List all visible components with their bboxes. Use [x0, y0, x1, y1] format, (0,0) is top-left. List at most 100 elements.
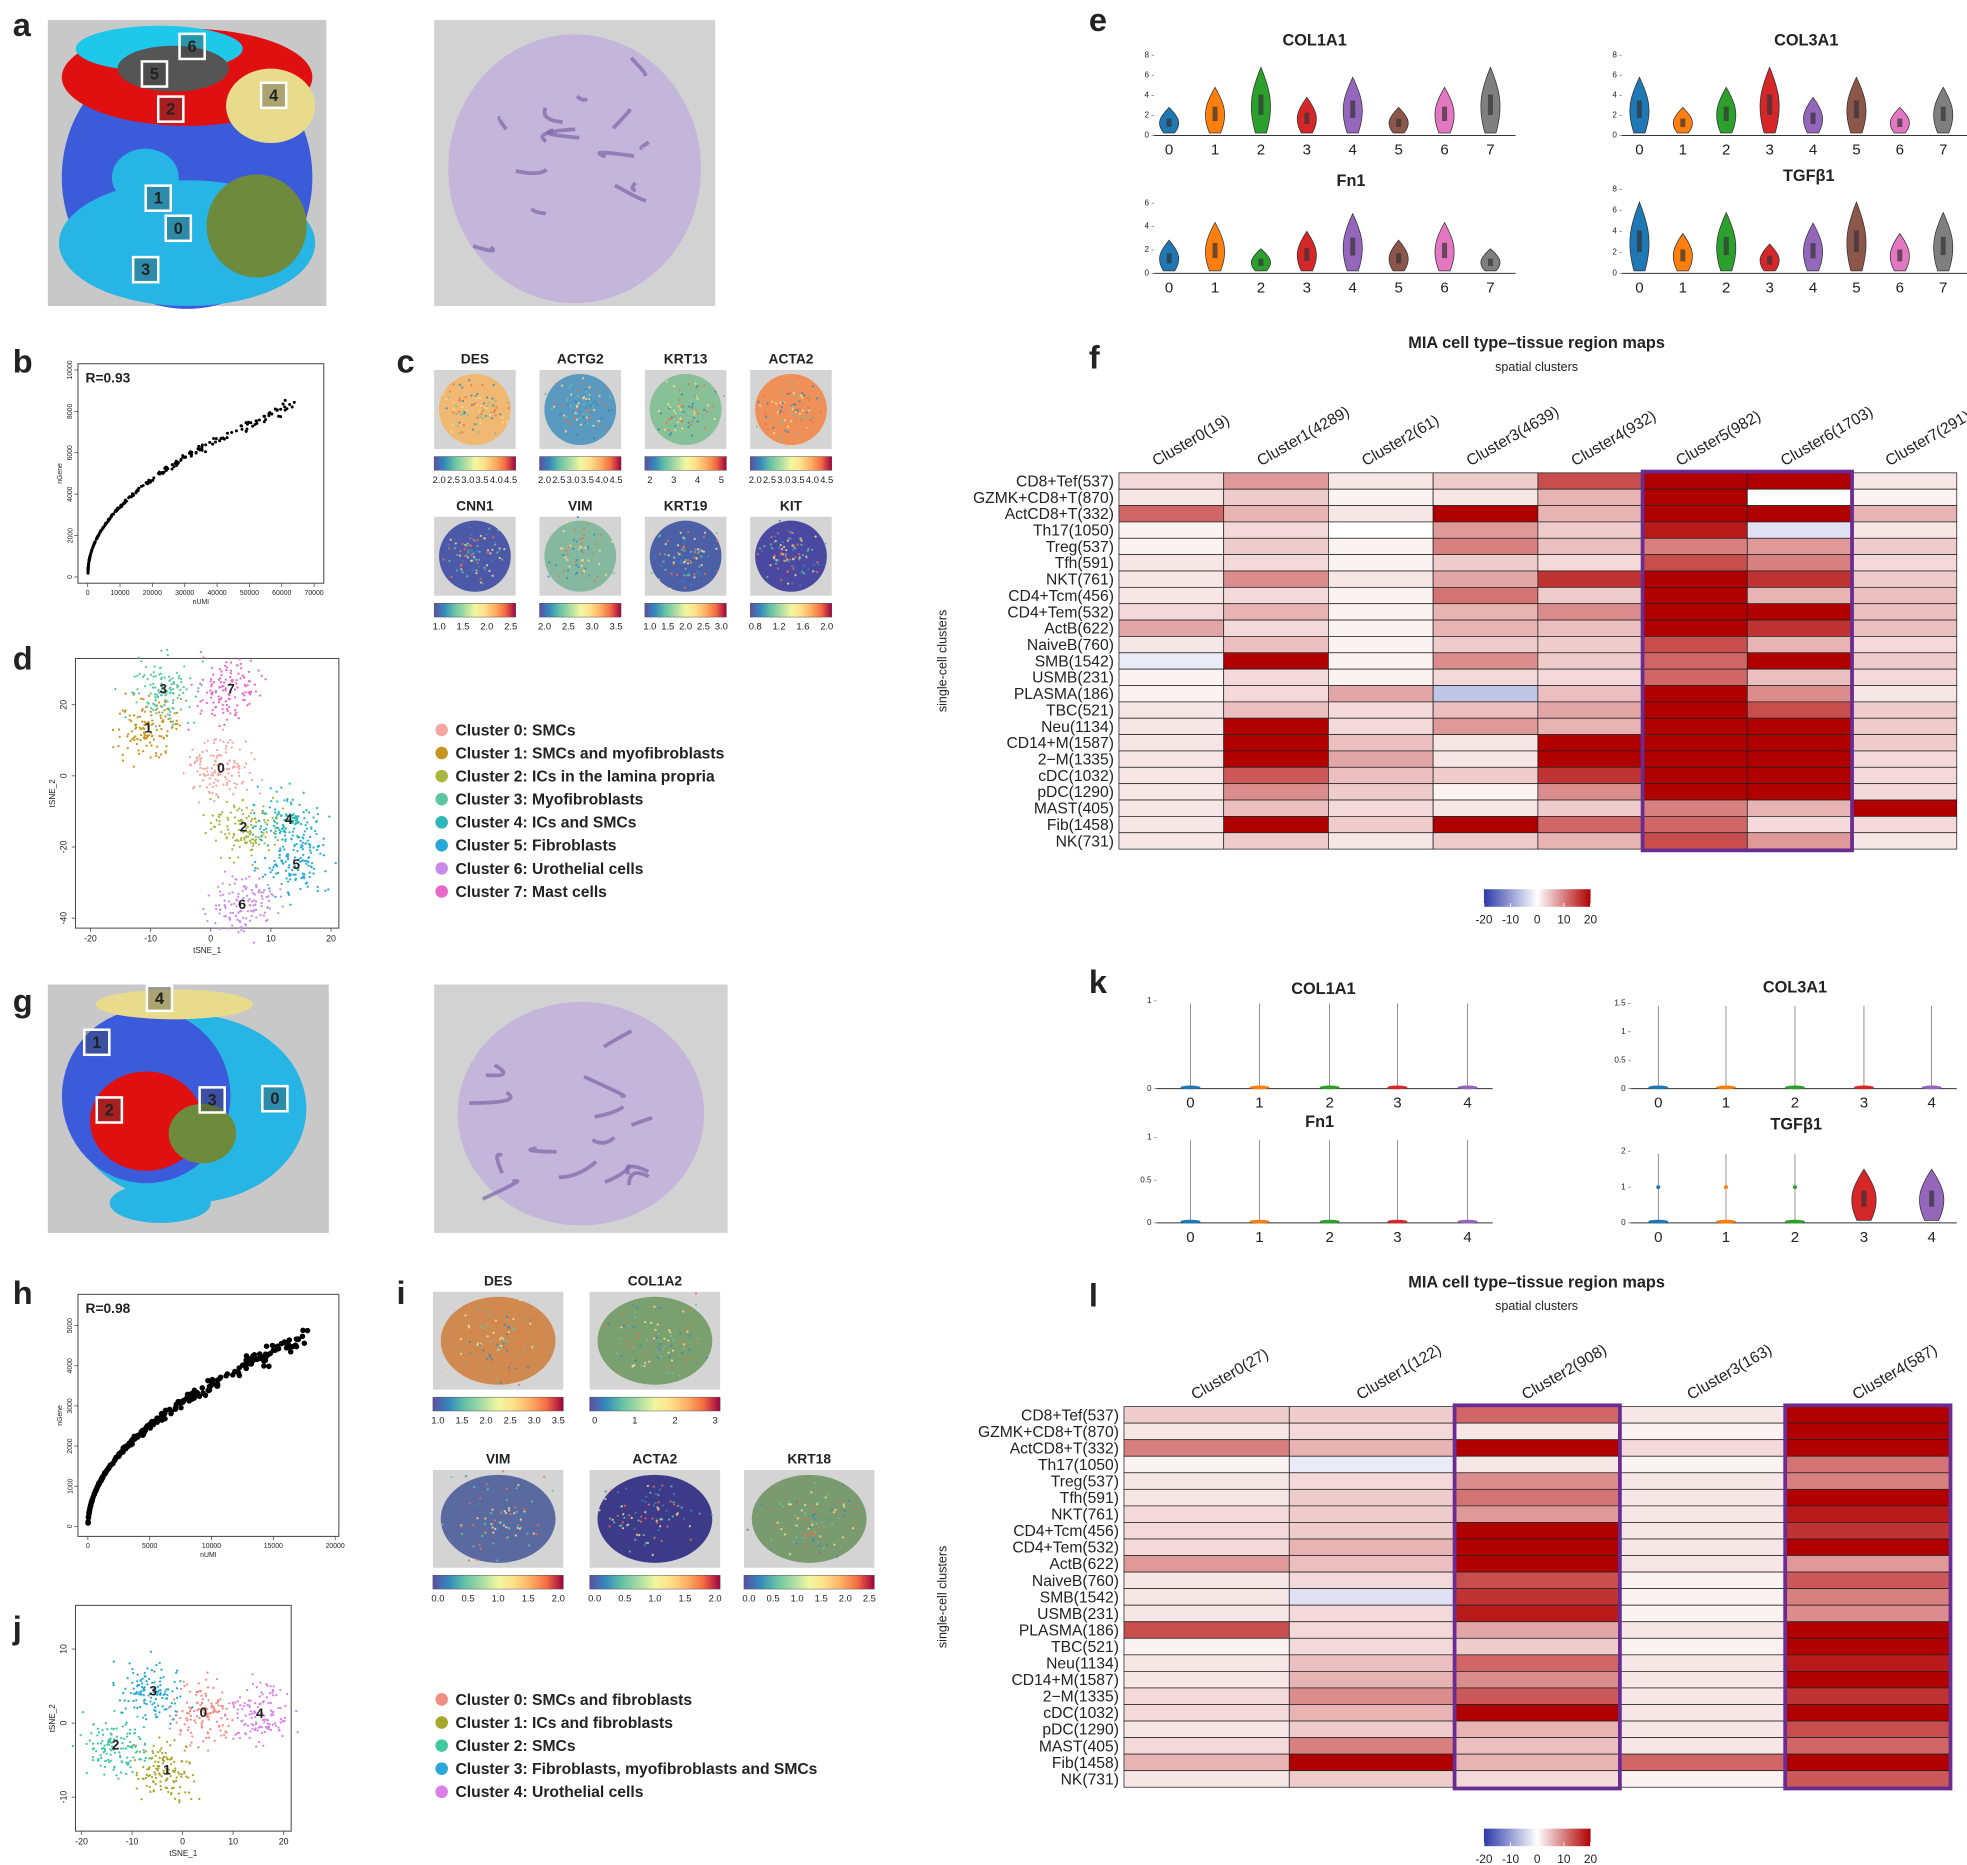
cell-point	[229, 911, 232, 915]
cell-point	[166, 700, 169, 703]
cell-point	[281, 1734, 284, 1738]
cell-point	[142, 1687, 145, 1690]
map-spot	[576, 405, 579, 409]
map-spot	[651, 532, 654, 536]
cell-point	[185, 1716, 188, 1720]
scatter-point	[119, 504, 123, 508]
colorbar-label: 1.0	[648, 1593, 661, 1604]
cell-point	[268, 907, 272, 910]
scatter-point	[214, 1377, 221, 1383]
cell-point	[154, 1713, 157, 1716]
heatmap-cell	[1851, 766, 1958, 785]
cell-point	[322, 844, 325, 847]
scatter-point	[95, 1483, 101, 1489]
map-spot	[824, 542, 827, 545]
map-spot	[490, 1522, 493, 1526]
column-label: Cluster2(908)	[1519, 1341, 1610, 1403]
cell-point	[259, 827, 262, 831]
x-tick-label: 10	[266, 934, 276, 944]
heatmap-cell	[1619, 1687, 1786, 1705]
scatter-point	[88, 555, 92, 559]
cell-point	[143, 710, 146, 713]
map-spot	[815, 1522, 818, 1525]
cell-point	[233, 902, 236, 905]
scatter-point	[147, 1423, 154, 1430]
cell-point	[262, 805, 265, 808]
map-spot	[497, 1344, 500, 1348]
cell-point	[305, 862, 308, 865]
cell-point	[133, 1759, 136, 1762]
map-spot	[798, 1518, 802, 1521]
cell-point	[217, 678, 221, 681]
map-spot	[480, 404, 483, 408]
cell-point	[234, 713, 237, 716]
map-spot	[694, 382, 697, 385]
cell-point	[215, 819, 218, 822]
heatmap-cell	[1123, 1654, 1290, 1672]
map-spot	[580, 564, 583, 567]
heatmap-cell	[1118, 521, 1225, 539]
map-spot	[777, 567, 780, 570]
he-texture	[630, 1116, 653, 1127]
map-spot	[669, 587, 672, 590]
cell-point	[156, 745, 159, 748]
cell-point	[172, 707, 175, 710]
map-spot	[786, 392, 790, 396]
y-tick-label: 2	[1612, 111, 1617, 120]
cell-point	[169, 1774, 172, 1778]
colorbar	[539, 456, 622, 471]
cell-point	[237, 672, 240, 675]
cell-point	[248, 898, 251, 901]
map-spot	[519, 1526, 522, 1529]
map-spot	[698, 563, 701, 566]
map-spot	[781, 553, 785, 556]
scatter-point	[90, 548, 94, 552]
map-spot	[494, 1527, 497, 1530]
cell-point	[256, 867, 260, 870]
map-spot	[843, 1514, 846, 1518]
heatmap-cell	[1223, 783, 1329, 801]
map-spot	[666, 1365, 669, 1368]
cell-point	[273, 843, 277, 846]
cell-point	[275, 872, 278, 875]
cell-point	[229, 672, 232, 675]
heatmap-cell	[1537, 603, 1643, 621]
cell-point	[268, 1723, 271, 1726]
cell-point	[200, 1694, 203, 1697]
map-spot	[490, 559, 493, 563]
heatmap-cell	[1328, 816, 1434, 834]
scatter-point	[184, 455, 188, 459]
map-spot	[458, 410, 461, 414]
colorbar-label: 2.5	[504, 1414, 517, 1425]
cell-point	[303, 830, 307, 833]
map-spot	[780, 1528, 783, 1531]
heatmap-cell	[1784, 1704, 1951, 1722]
map-spot	[508, 1509, 511, 1512]
map-spot	[472, 560, 475, 563]
cell-point	[305, 842, 308, 845]
cell-point	[243, 838, 246, 841]
heatmap-cell	[1746, 636, 1853, 654]
map-spot	[486, 533, 489, 536]
heatmap-cell	[1432, 488, 1539, 506]
map-spot	[486, 1357, 489, 1360]
scatter-point	[263, 414, 267, 418]
heatmap-cell	[1784, 1604, 1951, 1623]
y-tick-label: 2000	[67, 528, 74, 543]
cell-point	[219, 894, 222, 897]
violin	[1180, 1219, 1201, 1224]
legend-label: Cluster 3: Fibroblasts, myofibroblasts a…	[455, 1761, 817, 1778]
cell-point	[157, 756, 161, 759]
cell-point	[127, 1761, 130, 1764]
cell-point	[126, 735, 129, 738]
map-spot	[772, 557, 776, 560]
heatmap-cell	[1642, 668, 1748, 686]
cell-point	[148, 1757, 151, 1760]
map-spot	[495, 1377, 498, 1381]
cell-point	[251, 1682, 254, 1686]
cell-point	[238, 748, 241, 751]
map-spot	[574, 399, 577, 403]
cell-point	[220, 811, 224, 814]
cell-point	[253, 899, 256, 902]
violin	[1319, 1085, 1340, 1090]
